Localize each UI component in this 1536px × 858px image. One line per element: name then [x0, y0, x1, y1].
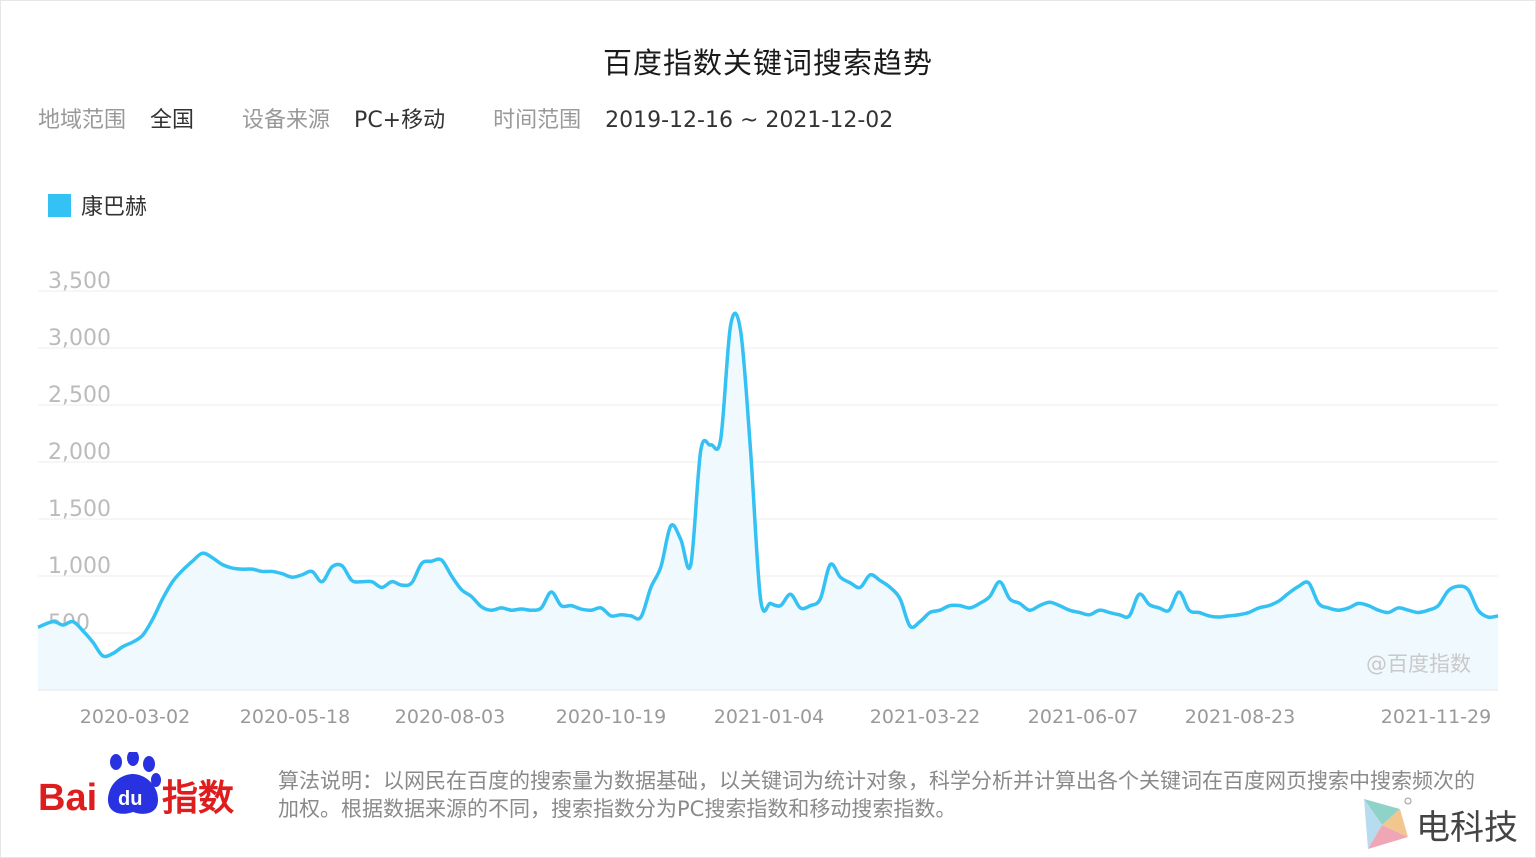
- region-label: 地域范围: [38, 108, 127, 133]
- y-tick-label: 2,000: [48, 440, 111, 465]
- y-tick-label: 3,500: [48, 269, 111, 294]
- x-tick-label: 2021-03-22: [870, 706, 980, 728]
- corner-brand: 电科技: [1360, 795, 1518, 853]
- x-tick-label: 2021-01-04: [714, 706, 824, 728]
- algorithm-description: 算法说明：以网民在百度的搜索量为数据基础，以关键词为统计对象，科学分析并计算出各…: [278, 769, 1475, 821]
- x-tick-label: 2020-10-19: [556, 706, 666, 728]
- y-tick-label: 2,500: [48, 383, 111, 408]
- region-value[interactable]: 全国: [150, 108, 195, 133]
- logo-bai: Bai: [38, 777, 97, 818]
- legend-swatch: [48, 193, 71, 217]
- x-tick-label: 2020-05-18: [240, 706, 350, 728]
- brand-logo-icon: [1364, 797, 1412, 849]
- corner-brand-text: 电科技: [1416, 807, 1518, 848]
- chart-title: 百度指数关键词搜索趋势: [602, 46, 933, 80]
- series-area: [38, 313, 1498, 690]
- legend-label: 康巴赫: [81, 195, 148, 220]
- x-tick-label: 2021-11-29: [1381, 706, 1491, 728]
- paw-icon: [107, 750, 161, 814]
- x-axis-ticks: 2020-03-02 2020-05-18 2020-08-03 2020-10-19…: [80, 706, 1491, 728]
- logo-cn: 指数: [162, 778, 234, 818]
- logo-du: du: [118, 788, 142, 810]
- x-tick-label: 2021-06-07: [1028, 706, 1138, 728]
- time-label: 时间范围: [493, 108, 582, 133]
- y-tick-label: 1,000: [48, 554, 111, 579]
- legend[interactable]: 康巴赫: [48, 189, 147, 221]
- series-line[interactable]: [37, 311, 1499, 659]
- y-tick-label: 1,500: [48, 497, 111, 522]
- y-tick-label: 3,000: [48, 326, 111, 351]
- watermark: @百度指数: [1366, 652, 1471, 676]
- device-label: 设备来源: [242, 108, 331, 133]
- baidu-index-logo: Bai du 指数: [38, 750, 243, 819]
- time-value[interactable]: 2019-12-16 ~ 2021-12-02: [605, 108, 894, 133]
- device-value[interactable]: PC+移动: [354, 108, 446, 133]
- x-tick-label: 2021-08-23: [1185, 706, 1295, 728]
- x-tick-label: 2020-03-02: [80, 706, 190, 728]
- filter-bar: 地域范围 全国 设备来源 PC+移动 时间范围 2019-12-16 ~ 2021-12-…: [38, 102, 893, 134]
- x-tick-label: 2020-08-03: [395, 706, 505, 728]
